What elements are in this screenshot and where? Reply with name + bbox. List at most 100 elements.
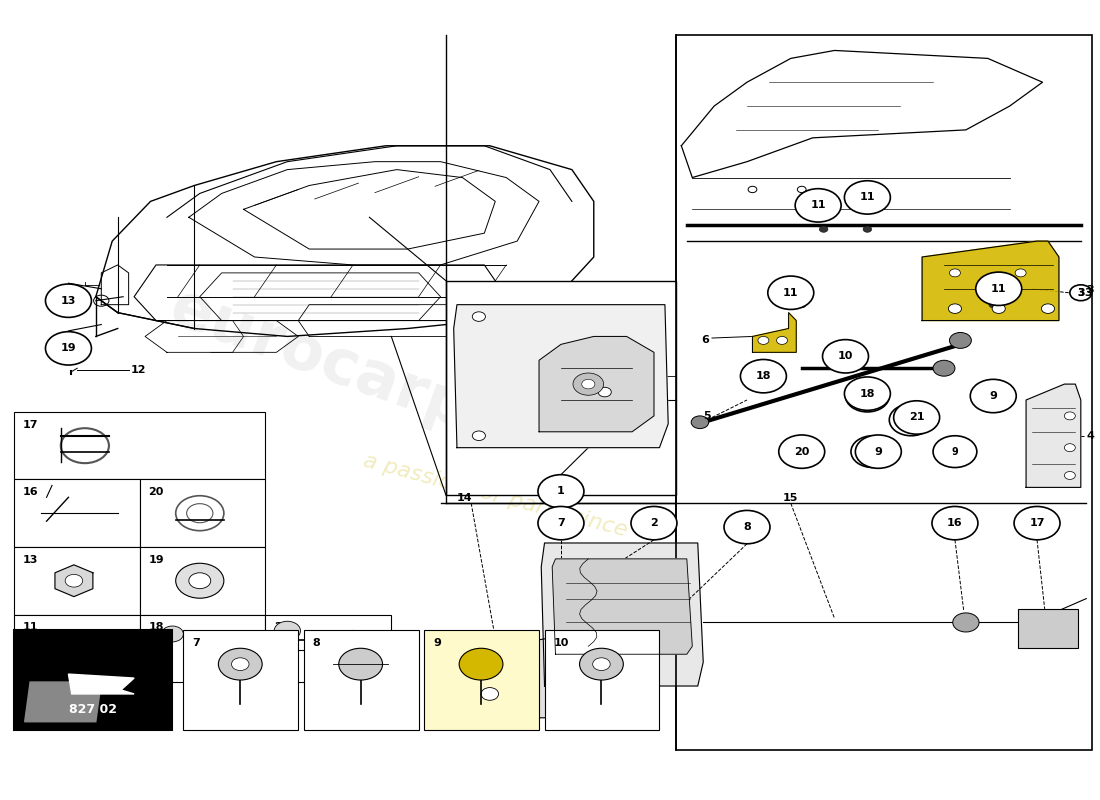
Circle shape [1042, 304, 1055, 314]
Circle shape [976, 272, 1022, 306]
Circle shape [538, 474, 584, 508]
Circle shape [580, 648, 624, 680]
Text: 3: 3 [1085, 288, 1091, 298]
Circle shape [459, 648, 503, 680]
Circle shape [780, 436, 824, 467]
Circle shape [740, 359, 786, 393]
Text: 11: 11 [991, 284, 1006, 294]
FancyBboxPatch shape [13, 614, 140, 682]
Circle shape [845, 181, 890, 214]
Text: 20: 20 [794, 446, 810, 457]
Text: 6: 6 [701, 335, 708, 346]
Circle shape [1065, 471, 1076, 479]
Circle shape [845, 377, 890, 410]
Text: 18: 18 [860, 391, 875, 401]
Circle shape [189, 573, 211, 589]
Text: 15: 15 [783, 494, 799, 503]
FancyBboxPatch shape [304, 630, 419, 730]
Circle shape [851, 436, 894, 467]
Circle shape [582, 379, 595, 389]
Text: 16: 16 [22, 487, 38, 498]
FancyBboxPatch shape [675, 34, 1091, 750]
Circle shape [1014, 506, 1060, 540]
Text: 9: 9 [433, 638, 441, 648]
Circle shape [846, 380, 889, 412]
Circle shape [65, 574, 82, 587]
Text: 11: 11 [811, 200, 826, 210]
Circle shape [598, 387, 612, 397]
Circle shape [948, 304, 961, 314]
Circle shape [538, 506, 584, 540]
Circle shape [67, 643, 80, 653]
Text: 11: 11 [783, 288, 799, 298]
Polygon shape [24, 682, 101, 722]
Circle shape [45, 284, 91, 318]
Text: 5: 5 [703, 411, 711, 421]
Text: 9: 9 [874, 446, 882, 457]
Text: 18: 18 [859, 389, 876, 398]
Circle shape [864, 226, 872, 232]
Circle shape [1015, 269, 1026, 277]
Circle shape [162, 626, 184, 642]
Circle shape [1065, 444, 1076, 452]
Circle shape [631, 506, 676, 540]
Circle shape [1065, 412, 1076, 420]
Circle shape [768, 276, 814, 310]
Polygon shape [451, 638, 559, 718]
Text: 21: 21 [904, 415, 917, 425]
Polygon shape [539, 337, 654, 432]
Circle shape [970, 379, 1016, 413]
FancyBboxPatch shape [544, 630, 659, 730]
Text: 21: 21 [909, 413, 924, 422]
Text: 827 02: 827 02 [68, 703, 117, 716]
Text: 2: 2 [650, 518, 658, 528]
Polygon shape [453, 305, 668, 448]
Text: 18: 18 [756, 371, 771, 381]
Text: 21: 21 [274, 622, 289, 633]
Circle shape [953, 613, 979, 632]
Circle shape [777, 337, 788, 344]
Polygon shape [55, 565, 92, 597]
Circle shape [758, 337, 769, 344]
Circle shape [989, 302, 998, 308]
Circle shape [274, 622, 300, 640]
FancyBboxPatch shape [140, 614, 265, 682]
Polygon shape [922, 241, 1059, 321]
Text: a passion for parts since: a passion for parts since [361, 450, 629, 540]
FancyBboxPatch shape [13, 479, 140, 547]
Circle shape [949, 333, 971, 348]
Polygon shape [752, 313, 796, 352]
Polygon shape [552, 559, 692, 654]
Circle shape [481, 687, 498, 700]
Circle shape [932, 506, 978, 540]
Circle shape [992, 304, 1005, 314]
Circle shape [889, 404, 933, 436]
Text: 9: 9 [952, 446, 958, 457]
Circle shape [1070, 285, 1091, 301]
Text: 1: 1 [557, 486, 564, 496]
Circle shape [45, 332, 91, 365]
Polygon shape [1026, 384, 1081, 487]
Circle shape [472, 312, 485, 322]
FancyBboxPatch shape [13, 412, 265, 479]
FancyBboxPatch shape [184, 630, 298, 730]
FancyBboxPatch shape [446, 281, 675, 495]
Text: 13: 13 [22, 555, 37, 565]
Text: 16: 16 [947, 518, 962, 528]
Text: 18: 18 [757, 371, 770, 381]
Circle shape [779, 435, 825, 468]
Text: 13: 13 [60, 296, 76, 306]
Text: 20: 20 [795, 446, 808, 457]
Circle shape [691, 416, 708, 429]
Text: 11: 11 [22, 622, 38, 633]
FancyBboxPatch shape [425, 630, 539, 730]
Circle shape [856, 435, 901, 468]
FancyBboxPatch shape [265, 614, 392, 682]
Polygon shape [68, 674, 134, 694]
Text: 10: 10 [553, 638, 569, 648]
Text: 10: 10 [838, 351, 854, 362]
Text: 11: 11 [859, 193, 876, 202]
Text: 7: 7 [557, 518, 564, 528]
Text: 14: 14 [456, 494, 473, 503]
FancyBboxPatch shape [1019, 609, 1078, 648]
